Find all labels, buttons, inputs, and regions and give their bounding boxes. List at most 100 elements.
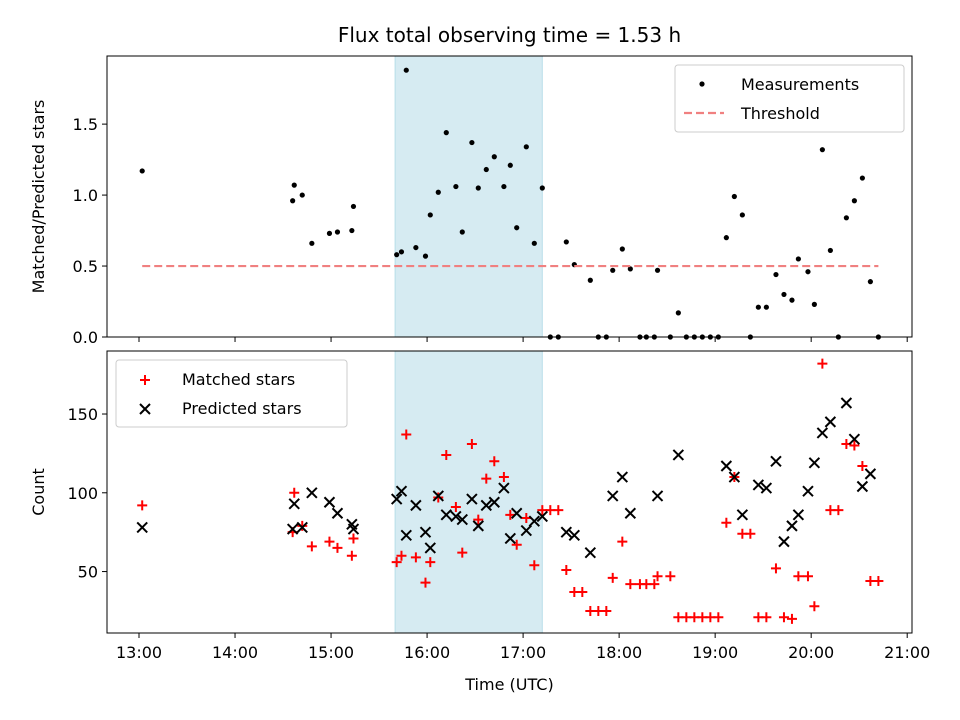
data-point	[475, 185, 481, 191]
x-axis-label: Time (UTC)	[464, 675, 553, 694]
data-point	[297, 520, 308, 531]
data-point	[864, 468, 877, 480]
data-point	[809, 601, 820, 612]
data-point	[398, 249, 405, 255]
data-point	[332, 542, 343, 553]
data-point	[539, 185, 545, 191]
data-point	[617, 536, 628, 547]
legend-marker-measurements	[699, 81, 705, 87]
legend-marker-matched	[140, 375, 150, 385]
data-point	[665, 571, 676, 582]
data-point	[607, 490, 619, 502]
series-measurements	[139, 67, 881, 340]
x-tick-label: 16:00	[404, 643, 450, 662]
x-tick-label: 19:00	[692, 643, 738, 662]
data-point	[520, 524, 533, 537]
data-point	[498, 472, 509, 483]
data-point	[528, 515, 541, 527]
data-point	[857, 461, 868, 472]
data-point	[450, 510, 462, 523]
data-point	[786, 613, 797, 624]
data-point	[510, 507, 523, 519]
data-point	[433, 492, 444, 503]
data-point	[752, 479, 765, 491]
data-point	[649, 579, 660, 590]
data-point	[286, 523, 299, 535]
data-point	[466, 438, 477, 449]
data-point	[296, 521, 308, 534]
data-point	[819, 147, 825, 153]
data-point	[568, 529, 581, 542]
data-point	[501, 183, 507, 190]
data-point	[350, 203, 357, 210]
data-point	[731, 193, 737, 200]
data-point	[584, 546, 597, 559]
data-point	[391, 557, 402, 568]
data-point	[390, 493, 403, 505]
data-point	[456, 513, 468, 526]
data-point	[347, 523, 360, 535]
data-point	[867, 279, 873, 285]
data-point	[816, 427, 829, 439]
data-point	[721, 517, 732, 528]
data-point	[306, 487, 318, 499]
data-point	[523, 144, 529, 150]
x-tick-label: 15:00	[308, 643, 354, 662]
x-tick-label: 21:00	[884, 643, 930, 662]
data-point	[833, 505, 844, 516]
data-point	[288, 498, 300, 510]
data-point	[331, 507, 344, 519]
legend-marker-predicted	[139, 403, 151, 415]
data-point	[625, 579, 636, 590]
y-tick-label: 100	[67, 484, 98, 503]
data-point	[563, 239, 569, 245]
data-point	[290, 198, 296, 204]
data-point	[577, 587, 588, 598]
data-point	[299, 192, 305, 198]
data-point	[770, 563, 781, 574]
y-tick-label: 150	[67, 405, 98, 424]
data-point	[466, 493, 478, 505]
data-point	[396, 550, 407, 561]
y-tick-label: 0.5	[73, 257, 98, 276]
data-point	[136, 521, 148, 534]
y-axis-label: Matched/Predicted stars	[29, 100, 48, 294]
data-point	[859, 175, 865, 181]
data-point	[410, 499, 422, 512]
data-point	[536, 510, 549, 523]
data-point	[504, 532, 517, 545]
data-point	[792, 509, 805, 521]
data-point	[488, 496, 501, 508]
data-point	[410, 552, 421, 563]
data-point	[808, 457, 821, 469]
data-point	[491, 154, 497, 160]
data-point	[489, 456, 500, 467]
data-point	[616, 471, 629, 483]
data-point	[739, 212, 745, 218]
data-point	[561, 564, 572, 575]
data-point	[723, 235, 729, 241]
data-point	[675, 310, 681, 316]
data-point	[802, 485, 814, 497]
data-point	[745, 528, 756, 539]
data-point	[420, 577, 431, 588]
data-point	[395, 485, 408, 497]
bottom-panel-count-plot: 13:00 14:00 15:00 16:00 17:00 18:00 19:00 20:00…	[29, 350, 930, 694]
y-tick-label: 50	[78, 563, 98, 582]
data-point	[424, 542, 436, 554]
data-point	[652, 571, 663, 582]
data-point	[587, 277, 593, 283]
data-point	[403, 67, 409, 73]
data-point	[529, 560, 540, 571]
data-point	[472, 520, 484, 532]
data-point	[793, 571, 804, 582]
data-point	[435, 189, 441, 195]
data-point	[607, 572, 618, 583]
data-point	[413, 244, 419, 251]
data-point	[789, 297, 795, 303]
data-point	[654, 267, 661, 273]
data-point	[400, 529, 412, 542]
shaded-observing-span	[394, 55, 543, 338]
data-point	[763, 304, 769, 310]
data-point	[851, 198, 857, 204]
